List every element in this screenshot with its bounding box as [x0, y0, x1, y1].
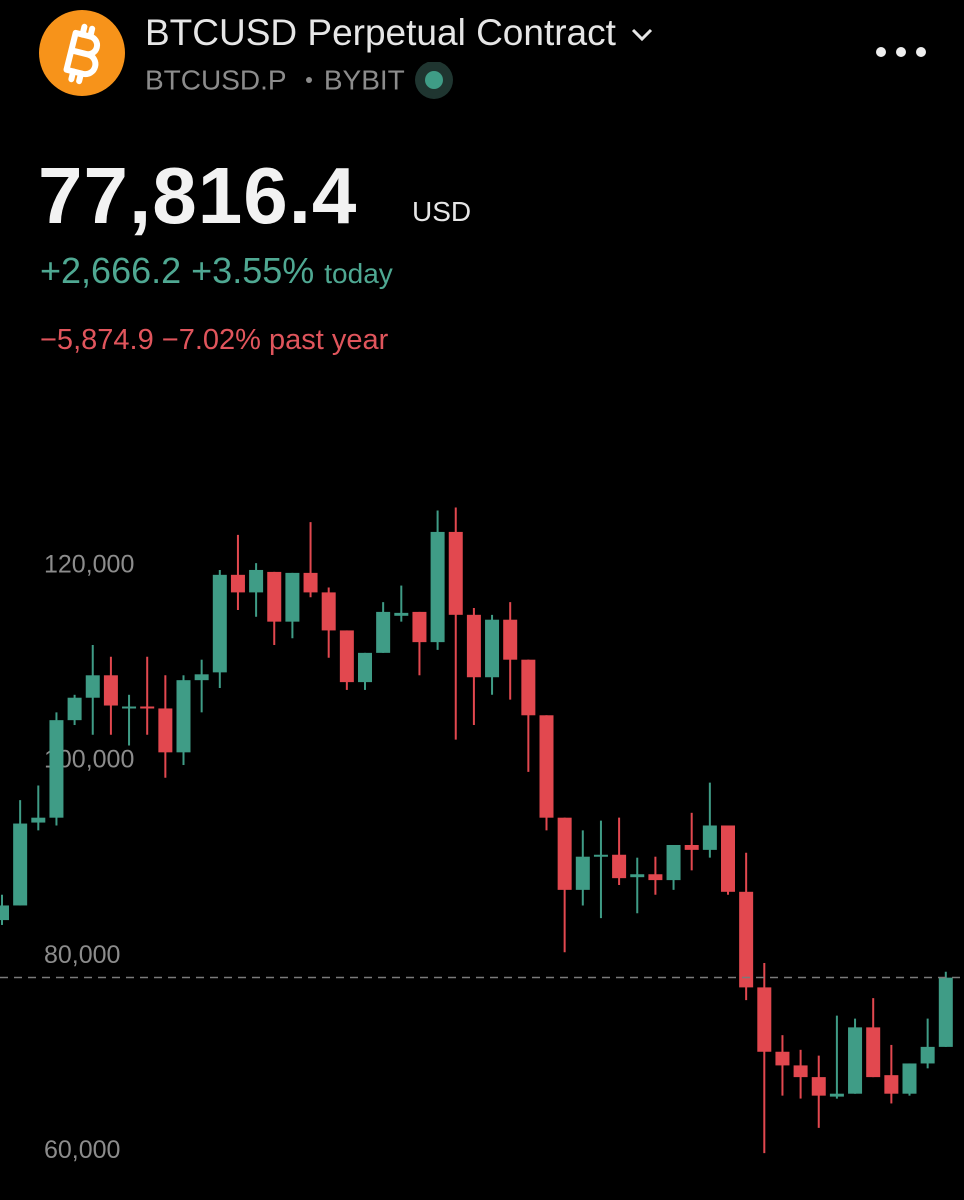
candle-body [249, 569, 264, 593]
year-period: past year [269, 324, 389, 356]
candle-body [103, 675, 118, 706]
year-change-percent: −7.02% [161, 324, 261, 356]
candle-body [67, 697, 82, 721]
change-value: +2,666.2 [40, 250, 182, 291]
candle-body [666, 844, 681, 881]
candle-body [158, 708, 173, 753]
candle-body [49, 720, 64, 818]
candle-body [339, 630, 354, 683]
currency: USD [412, 196, 472, 227]
coin-logo[interactable] [38, 9, 126, 97]
candle-body [920, 1046, 935, 1064]
change-percent: +3.55% [191, 250, 315, 291]
exchange: BYBIT [323, 64, 405, 96]
candle-body [757, 987, 772, 1052]
candle-body [267, 571, 282, 622]
candle-body [866, 1027, 881, 1078]
y-tick-label: 60,000 [44, 1136, 120, 1164]
candle-body [321, 592, 336, 631]
ticker: BTCUSD.P [145, 64, 287, 96]
market-status [415, 61, 454, 99]
daily-change: +2,666.2 +3.55% today [40, 250, 393, 292]
candle-body [739, 891, 754, 988]
candle-body [285, 572, 300, 622]
change-period: today [324, 258, 393, 289]
candle-body [394, 612, 409, 616]
candle-body [430, 531, 445, 643]
y-tick-label: 120,000 [44, 551, 134, 579]
candle-body [793, 1065, 808, 1078]
candle-body [503, 619, 518, 660]
candle-body [811, 1077, 826, 1096]
candle-body [140, 706, 155, 709]
candle-body [775, 1051, 790, 1066]
title-text: BTCUSD Perpetual Contract [145, 12, 616, 53]
candle-body [575, 856, 590, 890]
more-menu[interactable] [874, 42, 930, 62]
candle-body [902, 1063, 917, 1094]
candle-body [376, 611, 391, 653]
yearly-change: −5,874.9 −7.02% past year [40, 324, 388, 357]
y-tick-label: 80,000 [44, 941, 120, 969]
candle-body [612, 854, 627, 879]
candle-body [630, 874, 645, 878]
candle-body [412, 611, 427, 643]
symbol-title[interactable]: BTCUSD Perpetual Contract [145, 12, 654, 54]
candle-body [176, 680, 191, 753]
separator-dot [305, 77, 312, 84]
year-change-value: −5,874.9 [40, 324, 154, 356]
candle-body [122, 706, 137, 709]
candle-body [13, 823, 28, 906]
candle-body [593, 854, 608, 857]
candle-body [448, 531, 463, 615]
candle-body [848, 1027, 863, 1094]
symbol-subtitle: BTCUSD.P BYBIT [145, 61, 462, 102]
candle-body [230, 574, 245, 593]
candle-body [466, 614, 481, 678]
candle-body [31, 817, 46, 823]
candle-body [358, 652, 372, 683]
candle-body [212, 574, 227, 673]
candle-body [521, 659, 536, 716]
candle-body [829, 1093, 844, 1097]
dropdown-chevron [632, 29, 653, 42]
candle-body [85, 675, 100, 698]
candle-body [194, 674, 209, 681]
candle-body [539, 715, 554, 818]
candle-body [721, 825, 735, 892]
candle-body [303, 572, 318, 593]
candle-body [684, 844, 699, 850]
candle-body [648, 874, 663, 881]
last-price: 77,816.4 [38, 151, 358, 240]
candle-body [938, 977, 953, 1047]
candle-body [0, 905, 9, 921]
candle-body [485, 619, 500, 678]
candle-body [702, 825, 717, 850]
candle-body [557, 817, 572, 890]
candle-body [884, 1075, 899, 1094]
